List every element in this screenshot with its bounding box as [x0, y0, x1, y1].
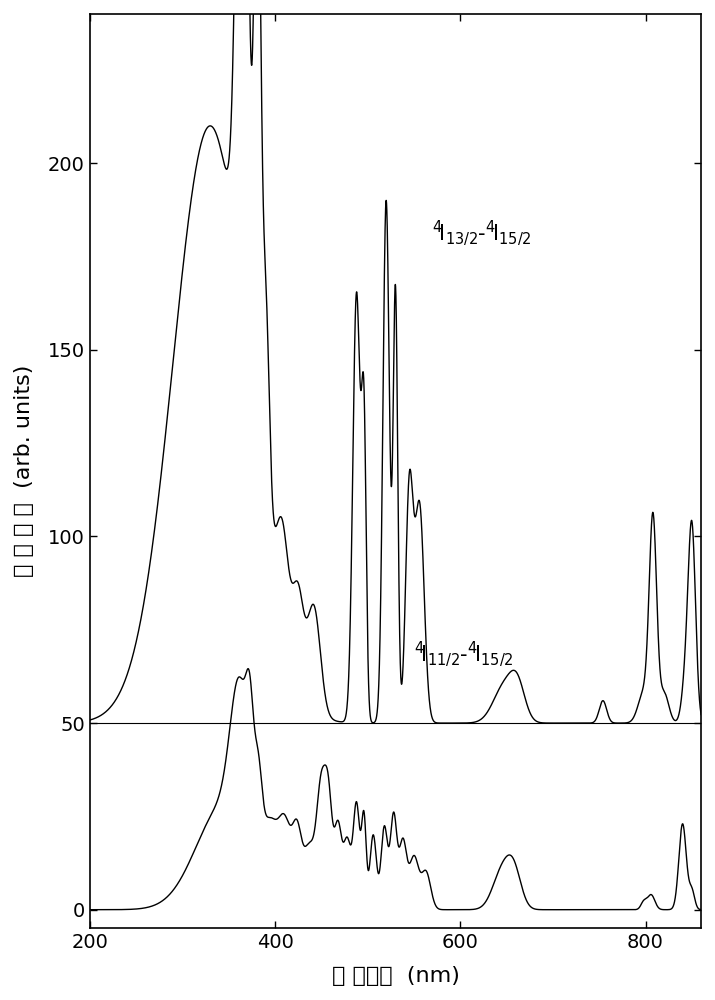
- Text: $^4\!$I$_{11/2}$-$^4\!$I$_{15/2}$: $^4\!$I$_{11/2}$-$^4\!$I$_{15/2}$: [414, 639, 513, 669]
- Y-axis label: 荧 光 强 度  (arb. units): 荧 光 强 度 (arb. units): [14, 365, 34, 577]
- X-axis label: 激 发波长  (nm): 激 发波长 (nm): [332, 966, 459, 986]
- Text: $^4\!$I$_{13/2}$-$^4\!$I$_{15/2}$: $^4\!$I$_{13/2}$-$^4\!$I$_{15/2}$: [432, 219, 531, 248]
